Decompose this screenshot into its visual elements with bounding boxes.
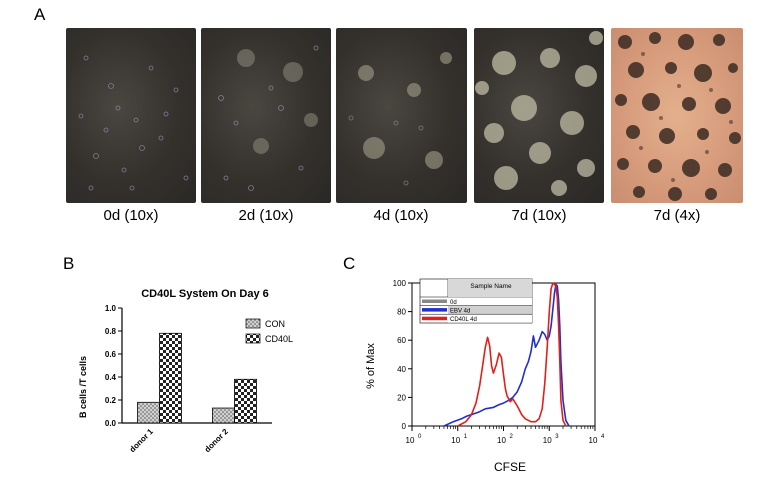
panel-label-c: C <box>343 254 356 273</box>
histogram-x-tick-base: 10 <box>543 436 552 445</box>
legend-label-cd40l-4d: CD40L 4d <box>450 317 477 323</box>
micrograph-4d-10x <box>336 28 467 203</box>
histogram-x-tick-base: 10 <box>497 436 506 445</box>
bar-chart-cd40l-day6: CD40L System On Day 6 B cells /T cells 0… <box>78 288 293 454</box>
caption-7d-10x: 7d (10x) <box>511 207 567 224</box>
micrograph-0d-cells <box>78 55 189 191</box>
histogram-x-tick-base: 10 <box>589 436 598 445</box>
bar-chart-x-tick-label: donor 1 <box>128 427 155 454</box>
legend-label-0d: 0d <box>450 300 457 306</box>
micrograph-7d-4x <box>611 28 743 203</box>
legend-swatch-cd40l <box>245 333 261 344</box>
bar-chart-y-tick-label: 0.2 <box>105 396 117 405</box>
legend-label-ebv-4d: EBV 4d <box>450 309 470 315</box>
bar-chart-bars <box>137 332 257 424</box>
histogram-y-tick-label: 20 <box>397 393 406 402</box>
caption-0d-10x: 0d (10x) <box>103 207 159 224</box>
histogram-line-ebv-4d <box>443 283 570 427</box>
bar-chart-x-ticks: donor 1 donor 2 <box>128 427 230 454</box>
panel-label-b: B <box>63 254 75 273</box>
bar-chart-title: CD40L System On Day 6 <box>141 288 269 300</box>
legend-label-cd40l: CD40L <box>265 334 293 344</box>
histogram-x-tick-exponent: 0 <box>418 434 422 440</box>
bar-chart-ylabel: B cells /T cells <box>78 356 88 418</box>
legend-swatch-con <box>245 318 261 329</box>
histogram-xlabel: CFSE <box>494 460 526 474</box>
legend-header: Sample Name <box>470 283 512 290</box>
histogram-y-tick-label: 0 <box>402 422 407 431</box>
legend-header-cell <box>448 279 532 297</box>
bar-chart-legend: CON CD40L <box>245 318 293 344</box>
bar-chart-y-tick-label: 0.8 <box>105 327 117 336</box>
caption-2d-10x: 2d (10x) <box>238 207 294 224</box>
micrograph-2d-cells <box>218 45 319 191</box>
legend-swatch-cd40l-4d <box>422 316 447 321</box>
micrograph-7d-10x <box>474 28 604 203</box>
histogram-legend: Sample Name 0d EBV 4d CD40L 4d <box>419 278 533 324</box>
legend-swatch-ebv-4d <box>422 308 447 312</box>
histogram-y-tick-label: 80 <box>397 308 406 317</box>
histogram-x-tick-exponent: 2 <box>510 434 514 440</box>
histogram-series <box>443 282 570 427</box>
panel-label-a: A <box>34 5 46 24</box>
caption-4d-10x: 4d (10x) <box>373 207 429 224</box>
histogram-x-tick-base: 10 <box>451 436 460 445</box>
histogram-x-tick-base: 10 <box>406 436 415 445</box>
histogram-ylabel: % of Max <box>365 343 377 389</box>
histogram-line-cd40l-4d <box>457 282 567 427</box>
bar-cd40l-donor-2 <box>234 378 257 424</box>
micrograph-0d-10x <box>66 28 196 203</box>
bar-chart-y-tick-label: 1.0 <box>105 304 117 313</box>
histogram-x-tick-exponent: 1 <box>464 434 468 440</box>
bar-chart-y-tick-label: 0.6 <box>105 350 117 359</box>
histogram-y-tick-label: 100 <box>393 279 407 288</box>
bar-con-donor-2 <box>212 407 235 424</box>
micrograph-7d-4x-colonies <box>615 32 741 201</box>
histogram-x-tick-exponent: 4 <box>601 434 605 440</box>
bar-chart-y-tick-label: 0.0 <box>105 419 117 428</box>
bar-cd40l-donor-1 <box>159 332 182 424</box>
legend-swatch-0d <box>422 299 447 303</box>
bar-chart-y-tick-label: 0.4 <box>105 373 117 382</box>
legend-name-cell <box>448 314 532 323</box>
legend-label-con: CON <box>265 319 285 329</box>
legend-name-cell <box>448 297 532 306</box>
bar-con-donor-1 <box>137 401 160 424</box>
micrograph-4d-cells <box>348 52 452 186</box>
caption-7d-4x: 7d (4x) <box>653 207 701 224</box>
histogram-y-tick-label: 60 <box>397 336 406 345</box>
histogram-y-tick-label: 40 <box>397 365 406 374</box>
histogram-x-tick-exponent: 3 <box>555 434 559 440</box>
micrograph-2d-10x <box>201 28 331 203</box>
micrograph-7d-cells <box>475 31 603 196</box>
legend-name-cell <box>448 306 532 315</box>
bar-chart-x-tick-label: donor 2 <box>203 427 230 454</box>
